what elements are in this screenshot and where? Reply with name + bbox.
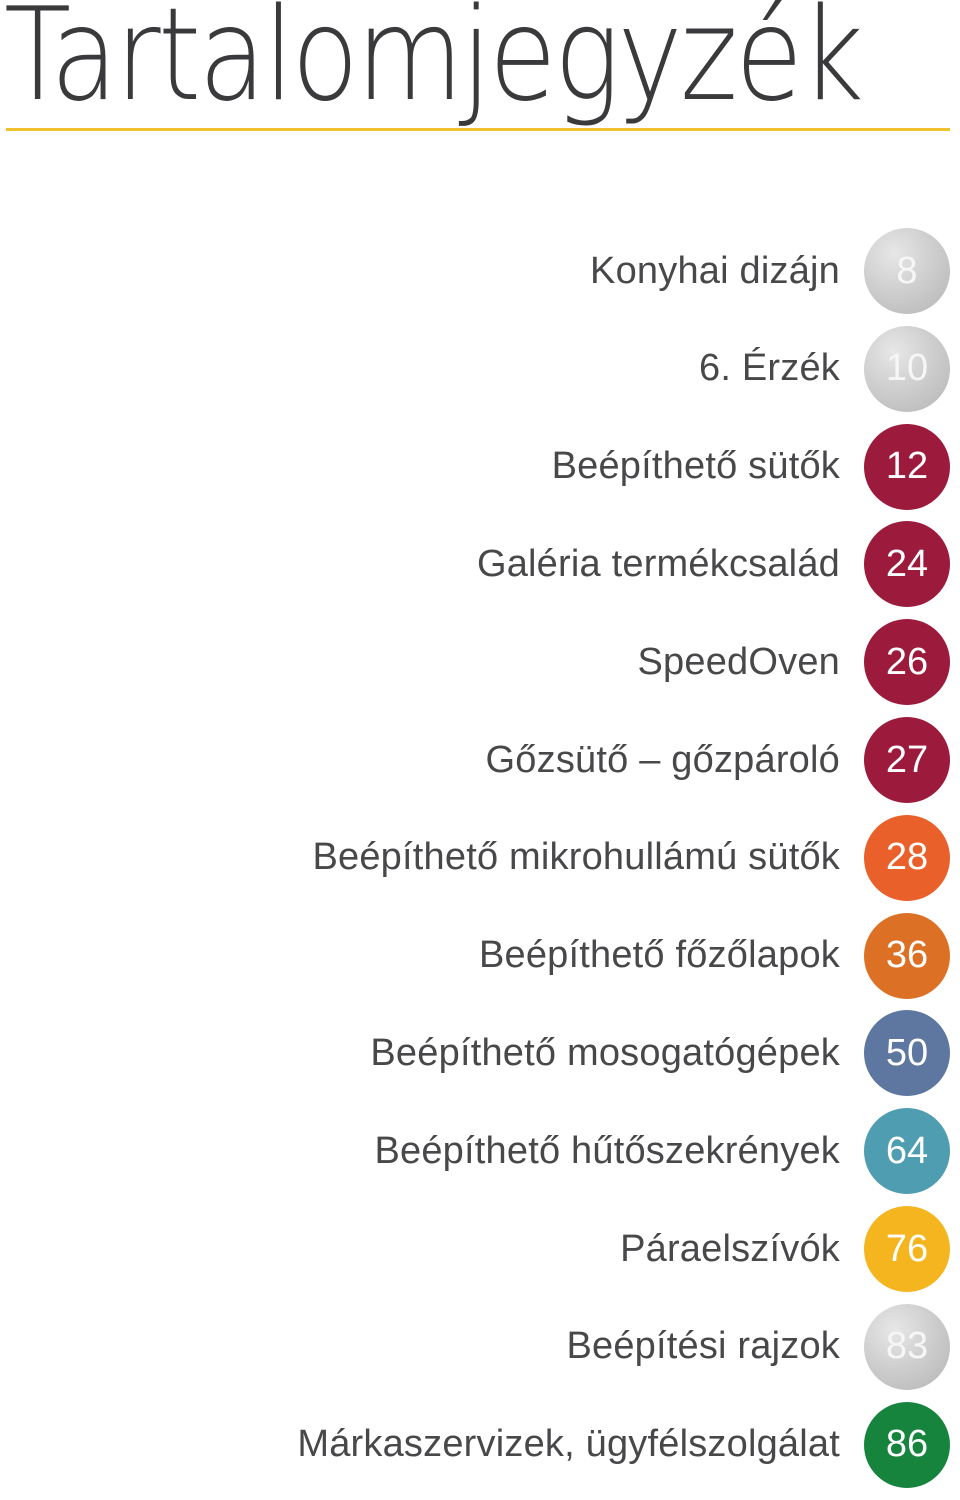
page-number-badge: 50	[864, 1010, 950, 1097]
toc-entry-label: Beépíthető hűtőszekrények	[374, 1129, 840, 1172]
toc-entry-beepitheto-sutok[interactable]: Beépíthető sütők 12	[552, 422, 950, 512]
toc-entry-mikrohullamu-sutok[interactable]: Beépíthető mikrohullámú sütők 28	[312, 813, 950, 903]
toc-entry-6-erzek[interactable]: 6. Érzék 10	[699, 324, 950, 414]
toc-entry-label: Beépítési rajzok	[566, 1325, 840, 1368]
page-number-badge: 26	[864, 619, 950, 706]
page-title: Tartalomjegyzék	[4, 0, 864, 130]
page-number-badge: 8	[864, 228, 950, 314]
title-underline	[6, 128, 950, 131]
page-number-badge: 83	[864, 1303, 950, 1390]
page-number-badge: 24	[864, 521, 950, 608]
toc-entry-label: Páraelszívók	[620, 1227, 840, 1270]
toc-entry-hutoszekrenyek[interactable]: Beépíthető hűtőszekrények 64	[374, 1106, 950, 1196]
page-number-badge: 64	[864, 1108, 950, 1195]
toc-entry-fozolapok[interactable]: Beépíthető főzőlapok 36	[479, 911, 950, 1001]
page-number-badge: 28	[864, 814, 950, 901]
page-number-badge: 76	[864, 1206, 950, 1292]
toc-entry-label: Beépíthető sütők	[551, 445, 840, 488]
toc-entry-galeria-termekcsalad[interactable]: Galéria termékcsalád 24	[477, 519, 950, 609]
toc-entry-paraelszivok[interactable]: Páraelszívók 76	[620, 1204, 950, 1294]
toc-entry-mosogatogepek[interactable]: Beépíthető mosogatógépek 50	[370, 1008, 950, 1098]
toc-entry-label: Beépíthető mosogatógépek	[370, 1031, 840, 1074]
toc-entry-label: SpeedOven	[637, 640, 840, 683]
toc-entry-label: 6. Érzék	[699, 347, 840, 390]
toc-entry-label: Beépíthető mikrohullámú sütők	[312, 836, 840, 879]
page-number-badge: 27	[864, 717, 950, 803]
toc-entry-label: Gőzsütő – gőzpároló	[485, 738, 840, 781]
toc-entry-speedoven[interactable]: SpeedOven 26	[637, 617, 950, 707]
page-number-badge: 36	[864, 912, 950, 999]
page-number-badge: 86	[864, 1401, 950, 1488]
toc-entry-label: Beépíthető főzőlapok	[478, 934, 840, 977]
toc-entry-konyhai-dizajn[interactable]: Konyhai dizájn 8	[590, 226, 950, 316]
page-number-badge: 12	[864, 423, 950, 510]
toc-entry-gozsuto-gozparolo[interactable]: Gőzsütő – gőzpároló 27	[486, 715, 950, 805]
toc-entry-label: Galéria termékcsalád	[476, 542, 840, 585]
toc-entry-markaszervizek[interactable]: Márkaszervizek, ügyfélszolgálat 86	[297, 1400, 950, 1490]
toc-entry-label: Márkaszervizek, ügyfélszolgálat	[297, 1423, 840, 1466]
page-number-badge: 10	[864, 325, 950, 412]
toc-entry-beepitesi-rajzok[interactable]: Beépítési rajzok 83	[566, 1302, 950, 1392]
toc-entry-label: Konyhai dizájn	[590, 249, 840, 292]
